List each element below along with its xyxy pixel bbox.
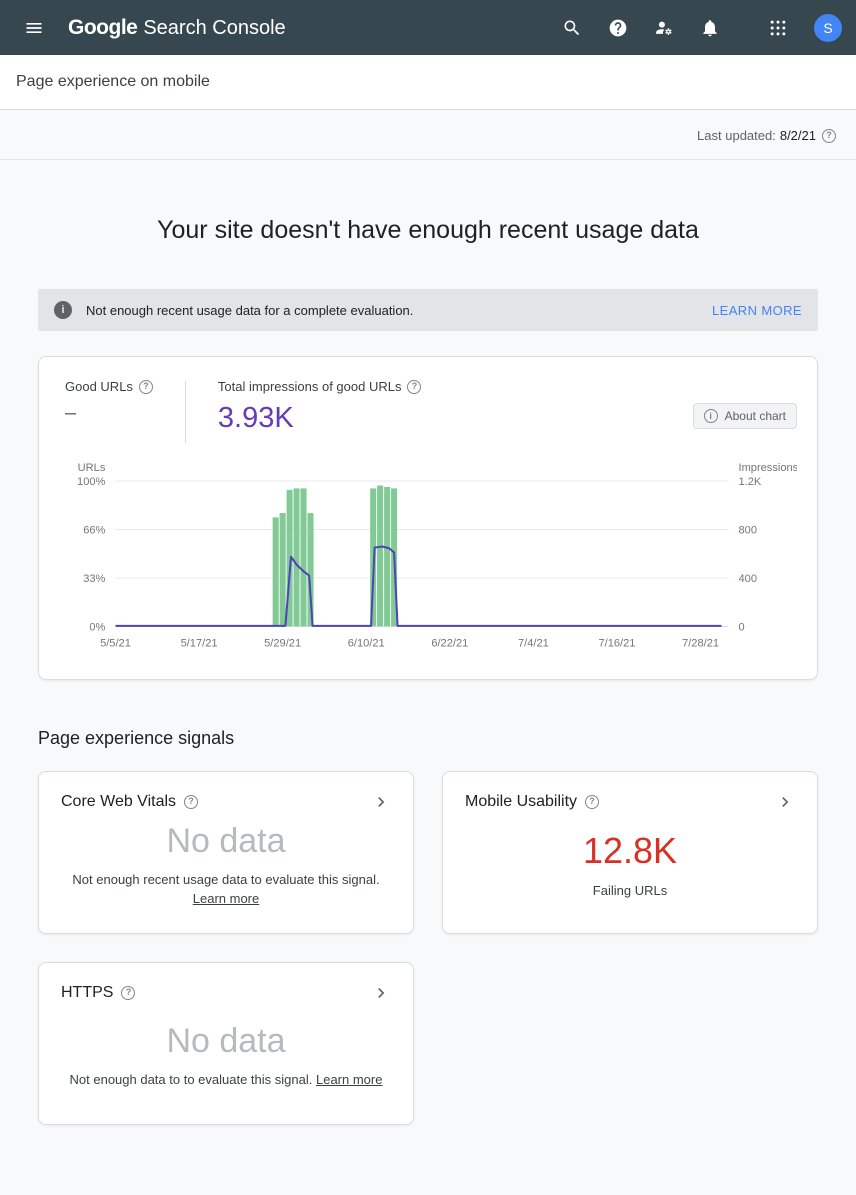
https-card[interactable]: HTTPS ? No data Not enough data to to ev… <box>38 961 414 1125</box>
svg-text:7/4/21: 7/4/21 <box>518 637 549 649</box>
svg-text:5/29/21: 5/29/21 <box>264 637 301 649</box>
info-banner: i Not enough recent usage data for a com… <box>38 289 818 331</box>
main-content: Last updated: 8/2/21 ? Your site doesn't… <box>0 110 856 1175</box>
last-updated-row: Last updated: 8/2/21 ? <box>0 110 856 160</box>
signal-card-body: 12.8K Failing URLs <box>465 812 795 913</box>
signal-caption: Not enough data to to evaluate this sign… <box>70 1071 383 1090</box>
svg-text:Impressions: Impressions <box>739 463 797 474</box>
impressions-help-icon[interactable]: ? <box>407 379 422 394</box>
search-icon <box>564 20 580 35</box>
chart-card: Good URLs ? – Total impressions of good … <box>38 356 818 680</box>
signal-card-body: No data Not enough data to to evaluate t… <box>61 1003 391 1104</box>
search-console-logo[interactable]: Google Search Console <box>68 16 286 40</box>
signal-title: Mobile Usability <box>465 792 578 810</box>
signal-help-icon[interactable]: ? <box>585 794 600 809</box>
signal-cards-grid: Core Web Vitals ? No data Not enough rec… <box>38 770 818 1175</box>
signal-learn-more-link[interactable]: Learn more <box>315 1072 383 1088</box>
svg-text:URLs: URLs <box>78 463 106 474</box>
last-updated-label: Last updated: <box>697 128 776 143</box>
svg-text:66%: 66% <box>83 525 105 537</box>
impressions-metric: Total impressions of good URLs ? 3.93K <box>212 379 428 435</box>
signal-value: No data <box>166 821 286 860</box>
chevron-right-icon[interactable] <box>775 792 795 812</box>
product-name-text: Search Console <box>143 16 286 39</box>
search-button[interactable] <box>552 8 592 48</box>
user-settings-button[interactable] <box>644 8 684 48</box>
app-bar: Google Search Console <box>0 0 856 55</box>
page-experience-chart[interactable]: 100% 1.2K 66% 800 33% 400 0% 0 URLs Impressions 5/… <box>59 463 797 663</box>
good-urls-metric: Good URLs ? – <box>59 379 159 425</box>
caption-text: Not enough data to to evaluate this sign… <box>69 1072 313 1088</box>
app-bar-actions: S <box>546 8 842 48</box>
menu-button[interactable] <box>14 8 54 48</box>
apps-grid-icon <box>770 20 786 35</box>
info-icon: i <box>54 301 72 319</box>
help-icon <box>609 19 627 36</box>
signals-heading: Page experience signals <box>38 727 235 748</box>
signal-help-icon[interactable]: ? <box>121 985 136 1000</box>
signal-card-header: Core Web Vitals ? <box>61 792 391 812</box>
good-urls-label: Good URLs <box>65 379 133 394</box>
signal-title: HTTPS <box>61 983 114 1001</box>
vertical-divider <box>184 381 186 443</box>
avatar-letter: S <box>823 19 833 36</box>
signal-card-header: HTTPS ? <box>61 983 391 1003</box>
impressions-label: Total impressions of good URLs <box>217 379 402 394</box>
help-button[interactable] <box>598 8 638 48</box>
svg-text:0%: 0% <box>89 621 105 633</box>
chevron-right-icon[interactable] <box>371 983 391 1003</box>
svg-text:6/22/21: 6/22/21 <box>431 637 468 649</box>
chart-card-header: Good URLs ? – Total impressions of good … <box>59 379 797 445</box>
signal-value: 12.8K <box>582 829 678 871</box>
caption-text: Not enough recent usage data to evaluate… <box>72 871 380 887</box>
app-bar-left: Google Search Console <box>14 8 286 48</box>
signal-learn-more-link[interactable]: Learn more <box>192 890 260 906</box>
page-title: Page experience on mobile <box>16 73 210 90</box>
about-chart-button[interactable]: i About chart <box>692 403 797 429</box>
mobile-usability-card[interactable]: Mobile Usability ? 12.8K Failing URLs <box>442 770 818 934</box>
svg-text:100%: 100% <box>77 476 105 488</box>
signal-card-body: No data Not enough recent usage data to … <box>61 812 391 913</box>
banner-learn-more-link[interactable]: LEARN MORE <box>712 302 802 318</box>
sub-header: Page experience on mobile <box>0 55 856 110</box>
svg-text:6/10/21: 6/10/21 <box>348 637 385 649</box>
signal-help-icon[interactable]: ? <box>184 794 199 809</box>
signal-caption: Not enough recent usage data to evaluate… <box>61 871 391 909</box>
last-updated-value: 8/2/21 <box>779 128 816 143</box>
google-apps-button[interactable] <box>758 8 798 48</box>
manage-accounts-icon <box>656 21 672 35</box>
svg-text:5/17/21: 5/17/21 <box>181 637 218 649</box>
last-updated-help-icon[interactable]: ? <box>822 128 836 143</box>
account-avatar[interactable]: S <box>814 13 842 42</box>
impressions-value: 3.93K <box>217 402 294 434</box>
caption-text: Failing URLs <box>592 882 668 898</box>
good-urls-help-icon[interactable]: ? <box>138 379 153 394</box>
notifications-button[interactable] <box>690 8 730 48</box>
svg-text:1.2K: 1.2K <box>739 476 762 488</box>
bell-icon <box>703 19 717 36</box>
signal-value: No data <box>166 1022 286 1061</box>
hero-title: Your site doesn't have enough recent usa… <box>157 216 699 244</box>
hamburger-icon <box>26 22 42 33</box>
signal-caption: Failing URLs <box>593 882 667 901</box>
chevron-right-icon[interactable] <box>371 792 391 812</box>
good-urls-value: – <box>65 402 77 424</box>
svg-text:400: 400 <box>739 573 757 585</box>
about-chart-info-icon: i <box>703 409 718 423</box>
svg-text:7/28/21: 7/28/21 <box>682 637 719 649</box>
svg-text:5/5/21: 5/5/21 <box>100 637 131 649</box>
svg-text:800: 800 <box>739 525 757 537</box>
svg-text:7/16/21: 7/16/21 <box>598 637 635 649</box>
svg-text:0: 0 <box>739 621 745 633</box>
signal-title: Core Web Vitals <box>61 792 177 810</box>
about-chart-label: About chart <box>724 409 786 423</box>
signal-card-header: Mobile Usability ? <box>465 792 795 812</box>
google-logo-text: Google <box>68 15 138 39</box>
core-web-vitals-card[interactable]: Core Web Vitals ? No data Not enough rec… <box>38 770 414 934</box>
banner-message: Not enough recent usage data for a compl… <box>86 302 414 318</box>
svg-text:33%: 33% <box>83 573 105 585</box>
